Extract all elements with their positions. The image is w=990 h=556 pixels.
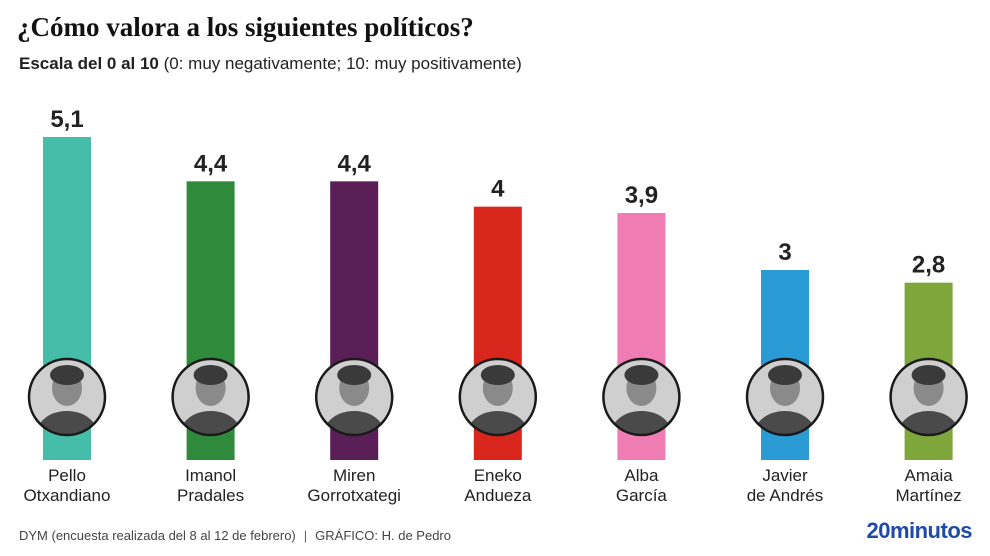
chart-subtitle: Escala del 0 al 10 (0: muy negativamente… (19, 54, 522, 74)
category-label: Otxandiano (24, 486, 111, 505)
subtitle-explanation: (0: muy negativamente; 10: muy positivam… (158, 54, 522, 73)
credit-note: GRÁFICO: H. de Pedro (315, 528, 451, 543)
category-label: Eneko (474, 466, 522, 485)
source-note: DYM (encuesta realizada del 8 al 12 de f… (19, 528, 296, 543)
brand-logo-text: minutos (889, 518, 973, 543)
category-label: Miren (333, 466, 376, 485)
category-label: Gorrotxategi (307, 486, 401, 505)
category-label: Martínez (896, 486, 962, 505)
portrait-photo-icon (458, 357, 538, 437)
chart-footer: DYM (encuesta realizada del 8 al 12 de f… (19, 528, 451, 543)
data-label: 3 (778, 239, 791, 266)
category-label: Pello (48, 466, 86, 485)
category-label: de Andrés (747, 486, 824, 505)
portrait-photo-icon (889, 357, 968, 437)
data-label: 4,4 (338, 150, 372, 177)
category-label: García (616, 486, 668, 505)
subtitle-scale: Escala del 0 al 10 (19, 54, 159, 73)
portrait-photo-icon (27, 357, 107, 437)
brand-logo: 20minutos (866, 518, 972, 544)
category-label: Amaia (905, 466, 954, 485)
data-label: 2,8 (912, 252, 945, 279)
category-label: Andueza (464, 486, 532, 505)
data-label: 4,4 (194, 150, 228, 177)
data-label: 5,1 (50, 106, 83, 133)
data-label: 4 (491, 176, 505, 203)
portrait-photo-icon (745, 357, 825, 437)
category-label: Javier (762, 466, 808, 485)
portrait-photo-icon (314, 357, 394, 437)
footer-separator: | (303, 528, 308, 543)
category-label: Alba (624, 466, 659, 485)
portrait-photo-icon (602, 357, 681, 437)
brand-logo-number: 20 (866, 518, 890, 543)
category-label: Pradales (177, 486, 244, 505)
portrait-photo-icon (171, 357, 250, 437)
data-label: 3,9 (625, 182, 658, 209)
chart-title: ¿Cómo valora a los siguientes políticos? (17, 12, 474, 42)
category-label: Imanol (185, 466, 236, 485)
